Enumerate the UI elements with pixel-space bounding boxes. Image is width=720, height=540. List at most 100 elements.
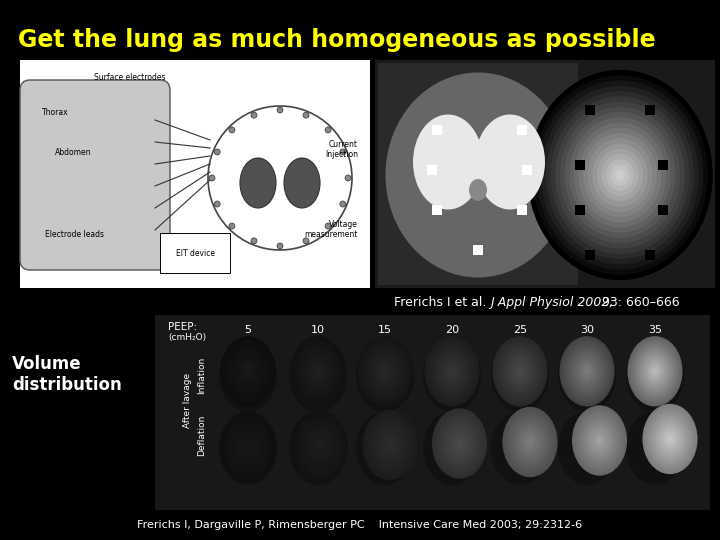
Ellipse shape: [232, 350, 264, 392]
Circle shape: [325, 127, 331, 133]
Ellipse shape: [246, 369, 249, 373]
Ellipse shape: [513, 362, 527, 380]
Ellipse shape: [642, 404, 698, 474]
Ellipse shape: [240, 158, 276, 208]
Ellipse shape: [368, 417, 412, 473]
Circle shape: [214, 201, 220, 207]
Bar: [517, 125, 527, 135]
Ellipse shape: [574, 408, 625, 473]
Ellipse shape: [243, 364, 253, 378]
Bar: [375, 60, 715, 288]
Bar: [522, 165, 532, 175]
Ellipse shape: [500, 346, 540, 397]
Ellipse shape: [222, 415, 274, 481]
Circle shape: [340, 201, 346, 207]
Ellipse shape: [370, 420, 410, 471]
Ellipse shape: [220, 413, 276, 483]
Ellipse shape: [582, 364, 592, 378]
Ellipse shape: [590, 429, 608, 452]
Ellipse shape: [376, 360, 394, 383]
Ellipse shape: [239, 360, 257, 383]
Ellipse shape: [606, 159, 634, 191]
Ellipse shape: [516, 423, 544, 461]
Ellipse shape: [224, 417, 272, 478]
Ellipse shape: [569, 348, 606, 395]
Ellipse shape: [574, 123, 666, 227]
Ellipse shape: [443, 360, 461, 383]
Bar: [155, 315, 710, 510]
Ellipse shape: [546, 91, 694, 259]
Ellipse shape: [639, 350, 671, 392]
Ellipse shape: [230, 425, 266, 471]
Ellipse shape: [572, 353, 601, 390]
Ellipse shape: [243, 441, 253, 455]
Ellipse shape: [428, 341, 476, 402]
Ellipse shape: [495, 339, 546, 404]
Ellipse shape: [518, 369, 521, 373]
Bar: [645, 250, 655, 260]
Bar: [432, 205, 442, 215]
Ellipse shape: [439, 418, 480, 469]
Ellipse shape: [378, 362, 392, 380]
Text: (cmH₂O): (cmH₂O): [168, 333, 206, 342]
Ellipse shape: [616, 170, 625, 180]
Ellipse shape: [528, 70, 713, 280]
Ellipse shape: [492, 336, 547, 407]
Ellipse shape: [379, 431, 401, 459]
Ellipse shape: [558, 338, 616, 412]
Ellipse shape: [315, 367, 321, 375]
Ellipse shape: [443, 423, 476, 464]
Ellipse shape: [233, 429, 263, 467]
Circle shape: [229, 127, 235, 133]
Text: Frerichs I, Dargaville P, Rimensberger PC    Intensive Care Med 2003; 29:2312-6: Frerichs I, Dargaville P, Rimensberger P…: [138, 520, 582, 530]
Ellipse shape: [654, 418, 686, 460]
Ellipse shape: [222, 339, 274, 404]
Ellipse shape: [369, 350, 401, 392]
Ellipse shape: [289, 411, 347, 485]
Ellipse shape: [237, 434, 258, 462]
Ellipse shape: [597, 148, 643, 201]
Ellipse shape: [304, 426, 337, 468]
Text: 30: 30: [580, 325, 594, 335]
Ellipse shape: [445, 425, 474, 462]
Ellipse shape: [498, 343, 542, 399]
Ellipse shape: [631, 341, 679, 402]
Ellipse shape: [654, 369, 657, 373]
Ellipse shape: [528, 440, 531, 444]
Ellipse shape: [581, 417, 618, 464]
Ellipse shape: [363, 343, 407, 399]
Circle shape: [277, 107, 283, 113]
Ellipse shape: [413, 114, 483, 210]
Ellipse shape: [297, 416, 344, 477]
Ellipse shape: [224, 341, 272, 402]
Ellipse shape: [576, 410, 624, 471]
Ellipse shape: [366, 348, 403, 395]
Text: 20: 20: [445, 325, 459, 335]
Ellipse shape: [667, 435, 673, 443]
Ellipse shape: [374, 424, 406, 466]
Ellipse shape: [452, 435, 467, 453]
Ellipse shape: [434, 411, 485, 476]
Ellipse shape: [376, 427, 405, 463]
Circle shape: [340, 149, 346, 155]
Ellipse shape: [235, 355, 261, 387]
Ellipse shape: [527, 438, 534, 446]
Ellipse shape: [389, 443, 392, 447]
Ellipse shape: [585, 369, 588, 373]
Ellipse shape: [377, 429, 402, 461]
Ellipse shape: [220, 336, 276, 407]
Text: Volume
distribution: Volume distribution: [12, 355, 122, 394]
Text: Electrode leads: Electrode leads: [45, 230, 104, 239]
Ellipse shape: [583, 133, 657, 217]
Ellipse shape: [636, 348, 673, 395]
Ellipse shape: [528, 70, 713, 280]
Ellipse shape: [313, 437, 328, 455]
Ellipse shape: [356, 411, 414, 485]
Ellipse shape: [541, 86, 698, 264]
Ellipse shape: [432, 346, 472, 397]
Ellipse shape: [657, 423, 683, 455]
Ellipse shape: [226, 343, 270, 399]
Ellipse shape: [384, 369, 387, 373]
Ellipse shape: [572, 406, 627, 476]
Ellipse shape: [439, 355, 464, 387]
